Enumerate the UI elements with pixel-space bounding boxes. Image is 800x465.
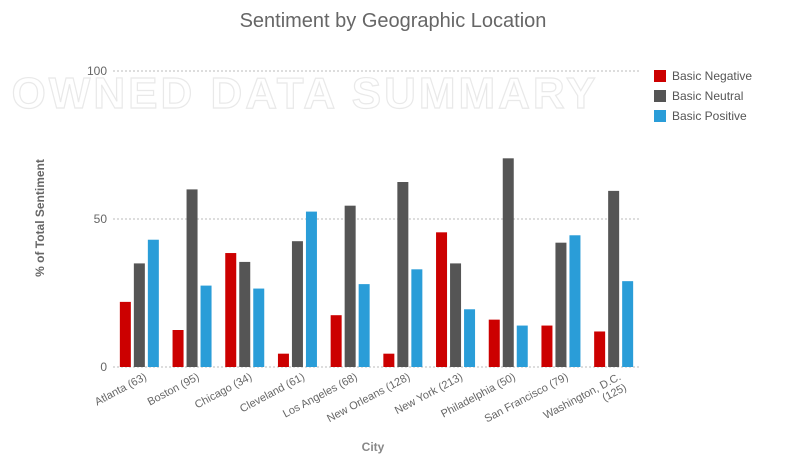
- legend-label-basic-neutral: Basic Neutral: [672, 89, 743, 103]
- bar-basic-positive-2: [253, 288, 265, 367]
- bar-basic-positive-3: [305, 211, 317, 367]
- bar-basic-negative-9: [594, 331, 606, 367]
- bar-basic-positive-4: [358, 284, 370, 367]
- bar-basic-neutral-9: [608, 190, 620, 367]
- y-axis-ticks: 0 50 100: [87, 64, 107, 374]
- legend-swatch-basic-neutral: [654, 90, 666, 102]
- y-tick-label: 0: [100, 360, 107, 374]
- bar-basic-negative-3: [277, 353, 289, 367]
- bar-basic-positive-7: [516, 325, 528, 367]
- x-tick-label: Atlanta (63): [93, 371, 149, 408]
- bar-basic-positive-9: [622, 281, 634, 367]
- bar-basic-negative-8: [541, 325, 553, 367]
- x-axis-label: City: [362, 440, 385, 454]
- y-tick-label: 100: [87, 64, 107, 78]
- legend-swatch-basic-negative: [654, 70, 666, 82]
- chart-title: Sentiment by Geographic Location: [240, 10, 547, 32]
- bar-basic-negative-1: [172, 330, 184, 367]
- bar-basic-negative-0: [119, 301, 131, 367]
- bar-basic-positive-6: [464, 309, 476, 367]
- bars: [119, 158, 634, 367]
- bar-basic-neutral-2: [239, 261, 251, 367]
- bar-basic-neutral-3: [291, 241, 303, 367]
- y-tick-label: 50: [94, 212, 108, 226]
- legend-swatch-basic-positive: [654, 110, 666, 122]
- bar-basic-neutral-0: [133, 263, 145, 367]
- bar-basic-positive-0: [147, 239, 159, 367]
- bar-basic-neutral-7: [502, 158, 514, 367]
- bar-basic-positive-1: [200, 285, 212, 367]
- legend-label-basic-positive: Basic Positive: [672, 109, 747, 123]
- bar-basic-neutral-8: [555, 242, 567, 367]
- bar-basic-positive-8: [569, 235, 581, 367]
- bar-basic-negative-4: [330, 315, 342, 367]
- bar-basic-neutral-6: [450, 263, 462, 367]
- legend: Basic Negative Basic Neutral Basic Positiv…: [654, 69, 752, 123]
- watermark-text: OWNED DATA SUMMARY: [12, 69, 599, 118]
- bar-basic-negative-6: [436, 232, 448, 367]
- bar-basic-negative-2: [225, 253, 237, 367]
- bar-basic-negative-5: [383, 353, 395, 367]
- bar-basic-negative-7: [488, 319, 500, 367]
- bar-basic-neutral-5: [397, 182, 409, 367]
- legend-label-basic-negative: Basic Negative: [672, 69, 752, 83]
- y-axis-label: % of Total Sentiment: [33, 159, 47, 277]
- bar-basic-neutral-1: [186, 189, 198, 367]
- bar-basic-neutral-4: [344, 205, 356, 367]
- bar-basic-positive-5: [411, 269, 423, 367]
- x-axis-ticks: Atlanta (63)Boston (95)Chicago (34)Cleve…: [93, 371, 629, 425]
